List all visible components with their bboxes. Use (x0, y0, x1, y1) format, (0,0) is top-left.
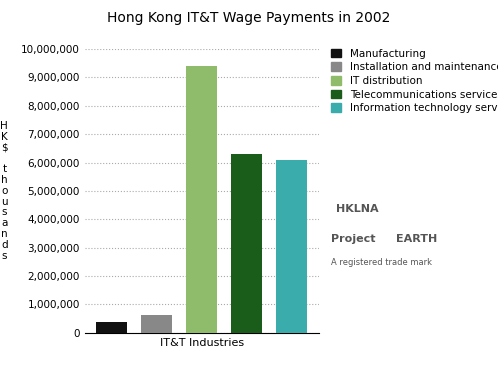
Legend: Manufacturing, Installation and maintenance, IT distribution, Telecommunications: Manufacturing, Installation and maintena… (331, 49, 498, 113)
Text: HKLNA: HKLNA (336, 204, 379, 214)
Bar (276, 160, 307, 333)
Text: EARTH: EARTH (396, 234, 437, 244)
Text: Hong Kong IT&T Wage Payments in 2002: Hong Kong IT&T Wage Payments in 2002 (107, 11, 391, 25)
Bar (186, 66, 218, 333)
Bar (231, 154, 262, 333)
Bar (141, 315, 172, 333)
Bar (96, 322, 127, 333)
Y-axis label: H
K
$
 
t
h
o
u
s
a
n
d
s: H K $ t h o u s a n d s (0, 121, 8, 261)
Text: A registered trade mark: A registered trade mark (331, 257, 432, 266)
Text: Project: Project (331, 234, 375, 244)
X-axis label: IT&T Industries: IT&T Industries (160, 338, 244, 348)
